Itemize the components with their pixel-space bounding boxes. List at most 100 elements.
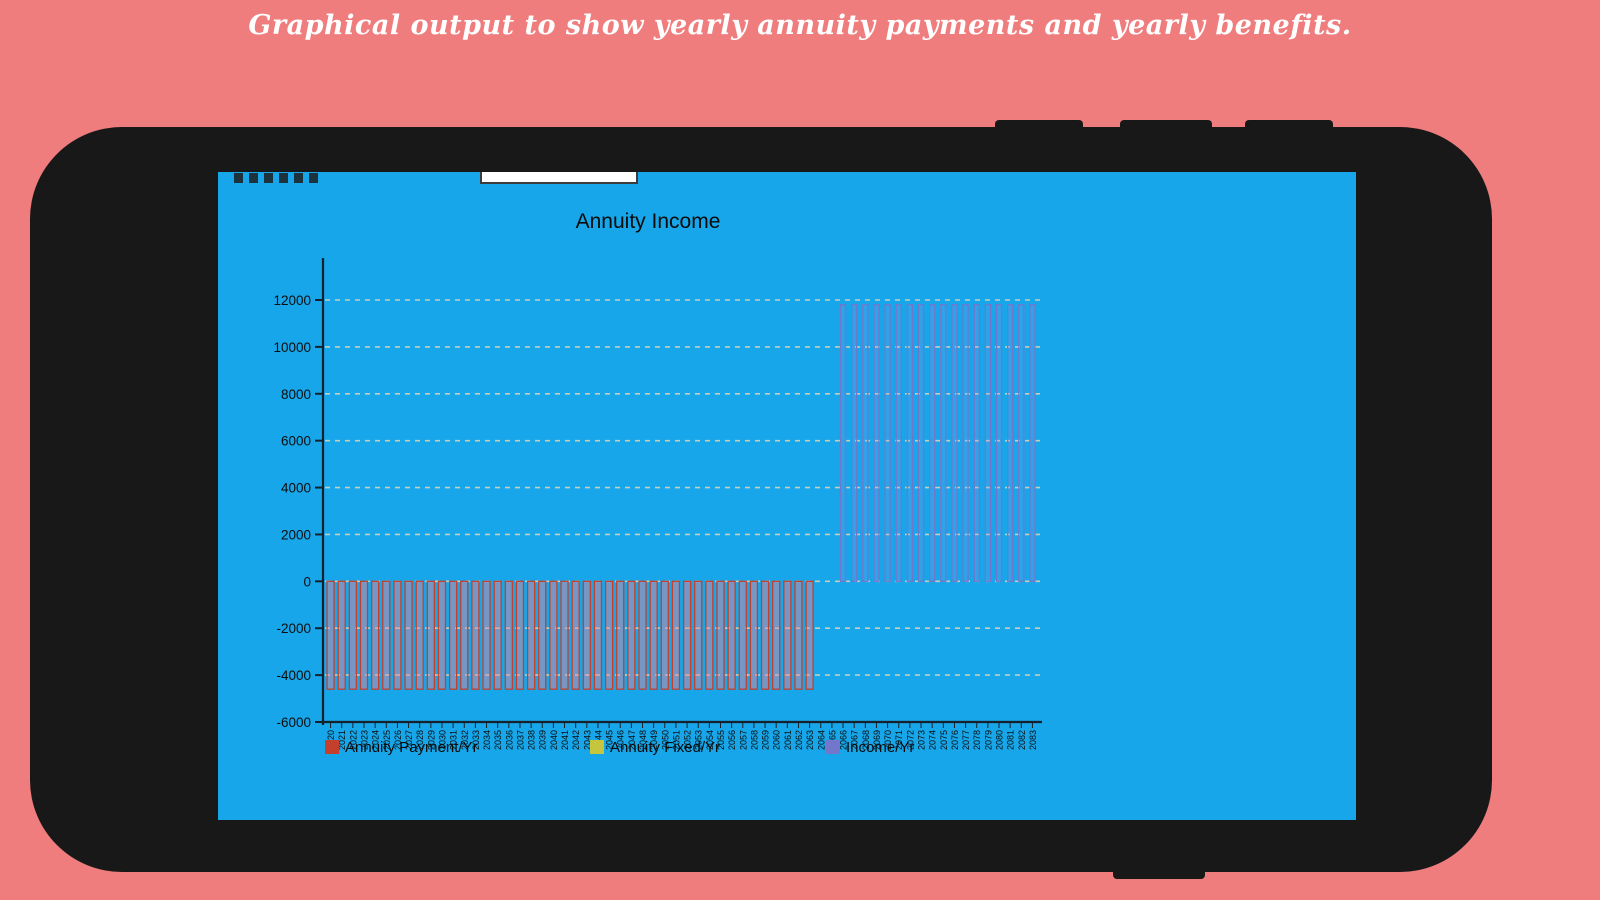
bar[interactable] (851, 304, 858, 582)
bar[interactable] (995, 304, 1003, 582)
bar[interactable] (906, 304, 914, 582)
bar[interactable] (493, 580, 502, 690)
bar[interactable] (604, 580, 614, 690)
bar[interactable] (716, 580, 725, 690)
device-button-bottom (1113, 861, 1205, 879)
bar[interactable] (749, 580, 759, 690)
x-tick-label: 2028 (415, 730, 425, 750)
bar[interactable] (471, 580, 480, 690)
bar[interactable] (526, 580, 536, 690)
bar[interactable] (738, 580, 747, 690)
bar[interactable] (884, 304, 891, 582)
bar[interactable] (649, 580, 658, 690)
bar[interactable] (404, 580, 413, 690)
x-tick-label: 2025 (382, 730, 392, 750)
bar[interactable] (460, 580, 469, 690)
x-tick-label: 2081 (1006, 730, 1016, 750)
bar[interactable] (760, 580, 770, 690)
bar[interactable] (437, 580, 447, 690)
bar[interactable] (694, 580, 703, 690)
x-tick-label: 2056 (727, 730, 737, 750)
bar[interactable] (839, 304, 847, 582)
y-axis-labels: 12000 10000 8000 6000 4000 2000 0 -2000 -4000 -60… (273, 293, 323, 730)
bar[interactable] (326, 580, 335, 690)
bar[interactable] (560, 580, 569, 690)
bar[interactable] (951, 304, 958, 582)
bar[interactable] (549, 580, 558, 690)
bar[interactable] (1029, 304, 1036, 582)
x-tick-label: 2029 (426, 730, 436, 750)
bar[interactable] (671, 580, 681, 690)
bar[interactable] (805, 580, 814, 690)
bar[interactable] (348, 580, 358, 690)
bar[interactable] (984, 304, 992, 582)
bar[interactable] (337, 580, 346, 690)
x-tick-label: 2060 (772, 730, 782, 750)
bar[interactable] (382, 580, 391, 690)
bar[interactable] (895, 304, 902, 582)
bar[interactable] (794, 580, 803, 690)
y-tick-label: 10000 (273, 340, 311, 355)
bar[interactable] (538, 580, 547, 690)
y-tick-label: 4000 (281, 481, 311, 496)
x-tick-label: 2058 (749, 730, 759, 750)
device-button-top-2 (1120, 120, 1212, 138)
page-caption: Graphical output to show yearly annuity … (248, 10, 1352, 41)
bar[interactable] (962, 304, 969, 582)
bar[interactable] (504, 580, 513, 690)
bar[interactable] (660, 580, 669, 690)
legend-label: Annuity Fixed/Yr (610, 739, 720, 756)
x-tick-label: 2023 (359, 730, 369, 750)
bar[interactable] (862, 304, 869, 582)
bar[interactable] (873, 304, 880, 582)
bar[interactable] (448, 580, 458, 690)
bar[interactable] (727, 580, 736, 690)
x-tick-label: 2024 (371, 730, 381, 750)
bar[interactable] (582, 580, 591, 690)
bar[interactable] (1006, 304, 1014, 582)
bar[interactable] (370, 580, 380, 690)
x-tick-label: 2031 (449, 730, 459, 750)
bar[interactable] (783, 580, 792, 690)
x-tick-label: 2049 (649, 730, 659, 750)
y-tick-label: 2000 (281, 527, 311, 542)
x-tick-label: 2027 (404, 730, 414, 750)
bar[interactable] (772, 580, 781, 690)
clipped-input-box[interactable] (480, 172, 638, 184)
bar[interactable] (426, 580, 435, 690)
bar[interactable] (1018, 304, 1025, 582)
x-tick-label: 2040 (549, 730, 559, 750)
legend-label: Income/Yr (846, 739, 914, 756)
bar[interactable] (940, 304, 947, 582)
y-tick-label: -4000 (276, 668, 311, 683)
bar[interactable] (973, 304, 980, 582)
bar[interactable] (705, 580, 714, 690)
y-tick-label: -6000 (276, 715, 311, 730)
bar[interactable] (593, 580, 603, 690)
x-tick-label: 2068 (861, 730, 871, 750)
bar[interactable] (917, 304, 925, 582)
bar[interactable] (638, 580, 647, 690)
bar[interactable] (415, 580, 424, 690)
legend-label: Annuity Payment/Yr (345, 739, 478, 756)
bar[interactable] (393, 580, 402, 690)
bar[interactable] (682, 580, 692, 690)
bar[interactable] (571, 580, 580, 690)
y-tick-label: 8000 (281, 387, 311, 402)
legend-swatch (325, 740, 339, 754)
bar[interactable] (482, 580, 491, 690)
bar[interactable] (515, 580, 525, 690)
x-tick-label: 2043 (582, 730, 592, 750)
bar[interactable] (616, 580, 625, 690)
x-tick-label: 2035 (493, 730, 503, 750)
bar[interactable] (627, 580, 636, 690)
x-tick-label: 2078 (972, 730, 982, 750)
x-tick-label: 2036 (504, 730, 514, 750)
bar[interactable] (929, 304, 936, 582)
x-tick-label: 2033 (471, 730, 481, 750)
bar[interactable] (359, 580, 369, 690)
x-tick-label: 2082 (1017, 730, 1027, 750)
x-tick-label: 2076 (950, 730, 960, 750)
x-tick-label: 2038 (527, 730, 537, 750)
x-tick-label: 2083 (1028, 730, 1038, 750)
